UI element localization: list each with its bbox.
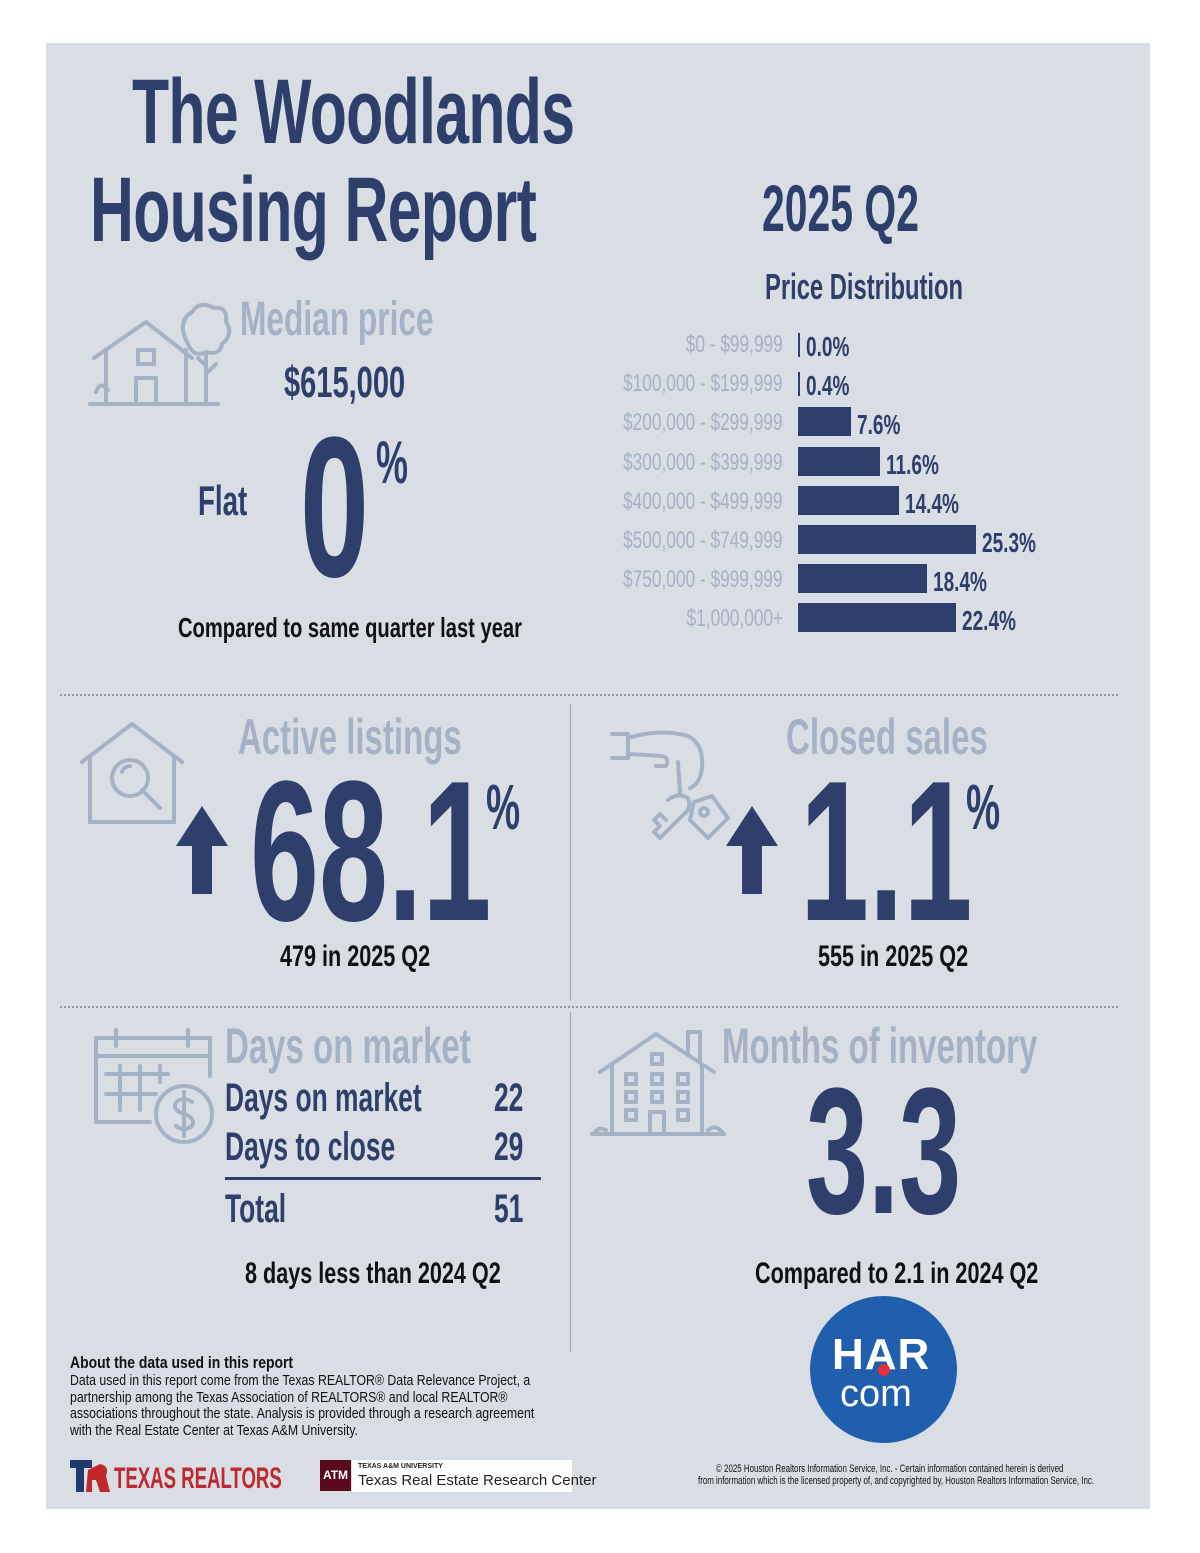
building-icon — [590, 1030, 726, 1136]
total-rule — [225, 1177, 541, 1180]
price-bucket-label: $200,000 - $299,999 — [623, 409, 783, 437]
tamu-label-box — [352, 1460, 572, 1492]
divider-horizontal-1 — [60, 694, 1118, 696]
up-arrow-icon — [726, 806, 778, 894]
dom-total-label: Total — [225, 1187, 287, 1231]
price-bucket-bar — [798, 333, 800, 357]
price-bucket-label: $1,000,000+ — [686, 605, 783, 633]
price-bucket-bar — [798, 525, 976, 554]
dom-row-value-1: 22 — [494, 1076, 524, 1120]
about-data-text: Data used in this report come from the T… — [70, 1372, 535, 1439]
median-price-change: 0 — [300, 396, 369, 619]
price-bucket-row: $1,000,000+ 22.4% — [0, 603, 1200, 637]
price-bucket-value: 25.3% — [982, 527, 1036, 558]
price-bucket-bar — [798, 407, 851, 437]
copyright-line-1: © 2025 Houston Realtors Information Serv… — [716, 1463, 1064, 1475]
calendar-dollar-icon — [94, 1028, 214, 1144]
active-listings-percent-sign: % — [486, 771, 521, 843]
active-listings-detail: 479 in 2025 Q2 — [280, 940, 431, 973]
price-bucket-row: $500,000 - $749,999 25.3% — [0, 525, 1200, 559]
price-bucket-label: $500,000 - $749,999 — [623, 527, 783, 554]
price-bucket-label: $300,000 - $399,999 — [623, 448, 783, 476]
price-bucket-bar — [798, 446, 880, 476]
dom-row-label-2: Days to close — [225, 1125, 396, 1169]
price-bucket-value: 0.4% — [806, 370, 850, 402]
divider-horizontal-2 — [60, 1006, 1118, 1008]
median-price-title: Median price — [240, 293, 434, 346]
price-bucket-label: $100,000 - $199,999 — [623, 370, 783, 398]
house-search-icon — [80, 722, 184, 824]
hand-keys-icon — [610, 730, 730, 840]
price-bucket-bar — [798, 372, 800, 397]
report-background — [46, 43, 1150, 1509]
title-line-2: Housing Report — [90, 159, 537, 261]
price-bucket-value: 11.6% — [886, 448, 939, 480]
tamu-logo-icon: ATM — [320, 1460, 351, 1491]
dom-row-value-2: 29 — [494, 1125, 524, 1169]
price-bucket-label: $0 - $99,999 — [685, 331, 783, 358]
price-bucket-row: $750,000 - $999,999 18.4% — [0, 564, 1200, 598]
divider-vertical-2 — [570, 1012, 571, 1352]
title-line-1: The Woodlands — [132, 61, 575, 163]
price-bucket-row: $300,000 - $399,999 11.6% — [0, 446, 1200, 481]
about-data-title: About the data used in this report — [70, 1353, 294, 1372]
price-bucket-row: $100,000 - $199,999 0.4% — [0, 368, 1200, 402]
divider-vertical-1 — [570, 704, 571, 1001]
price-bucket-row: $400,000 - $499,999 14.4% — [0, 485, 1200, 520]
har-logo-bottom: com — [840, 1373, 912, 1415]
dom-total-value: 51 — [494, 1187, 524, 1231]
active-listings-title: Active listings — [238, 709, 462, 765]
active-listings-change: 68.1 — [250, 740, 492, 963]
closed-sales-detail: 555 in 2025 Q2 — [818, 940, 969, 973]
price-bucket-value: 22.4% — [962, 605, 1016, 637]
days-on-market-title: Days on market — [225, 1018, 471, 1074]
house-tree-icon — [88, 302, 232, 406]
price-bucket-row: $200,000 - $299,999 7.6% — [0, 407, 1200, 441]
median-price-percent-sign: % — [376, 429, 409, 496]
price-bucket-label: $400,000 - $499,999 — [623, 487, 783, 515]
price-bucket-bar — [798, 485, 899, 515]
months-inventory-comparison: Compared to 2.1 in 2024 Q2 — [755, 1257, 1039, 1290]
tamu-university-label: TEXAS A&M UNIVERSITY — [358, 1463, 443, 1470]
dom-row-label-1: Days on market — [225, 1076, 422, 1120]
texas-realtors-logo-icon — [70, 1460, 110, 1492]
price-bucket-value: 14.4% — [905, 487, 959, 519]
har-logo-dot — [878, 1364, 890, 1376]
closed-sales-change: 1.1 — [800, 740, 973, 963]
price-bucket-bar — [798, 564, 927, 594]
median-price-value: $615,000 — [284, 358, 406, 407]
up-arrow-icon — [176, 806, 228, 894]
months-inventory-title: Months of inventory — [722, 1018, 1038, 1074]
closed-sales-title: Closed sales — [786, 709, 988, 765]
price-bucket-bar — [798, 603, 956, 633]
price-distribution-title: Price Distribution — [765, 266, 964, 307]
days-on-market-comparison: 8 days less than 2024 Q2 — [245, 1257, 501, 1290]
price-bucket-value: 0.0% — [806, 331, 850, 362]
months-inventory-value: 3.3 — [806, 1051, 962, 1252]
price-bucket-row: $0 - $99,999 0.0% — [0, 329, 1200, 363]
report-period: 2025 Q2 — [762, 171, 919, 245]
copyright-line-2: from information which is the licensed p… — [698, 1475, 1095, 1487]
tamu-center-label: Texas Real Estate Research Center — [358, 1472, 597, 1489]
median-price-comparison: Compared to same quarter last year — [178, 612, 522, 643]
median-price-trend: Flat — [198, 477, 248, 524]
texas-realtors-wordmark: TEXAS REALTORS — [114, 1462, 282, 1495]
price-bucket-value: 7.6% — [857, 409, 901, 441]
price-bucket-label: $750,000 - $999,999 — [623, 566, 783, 594]
closed-sales-percent-sign: % — [966, 771, 1001, 843]
price-bucket-value: 18.4% — [933, 566, 987, 598]
